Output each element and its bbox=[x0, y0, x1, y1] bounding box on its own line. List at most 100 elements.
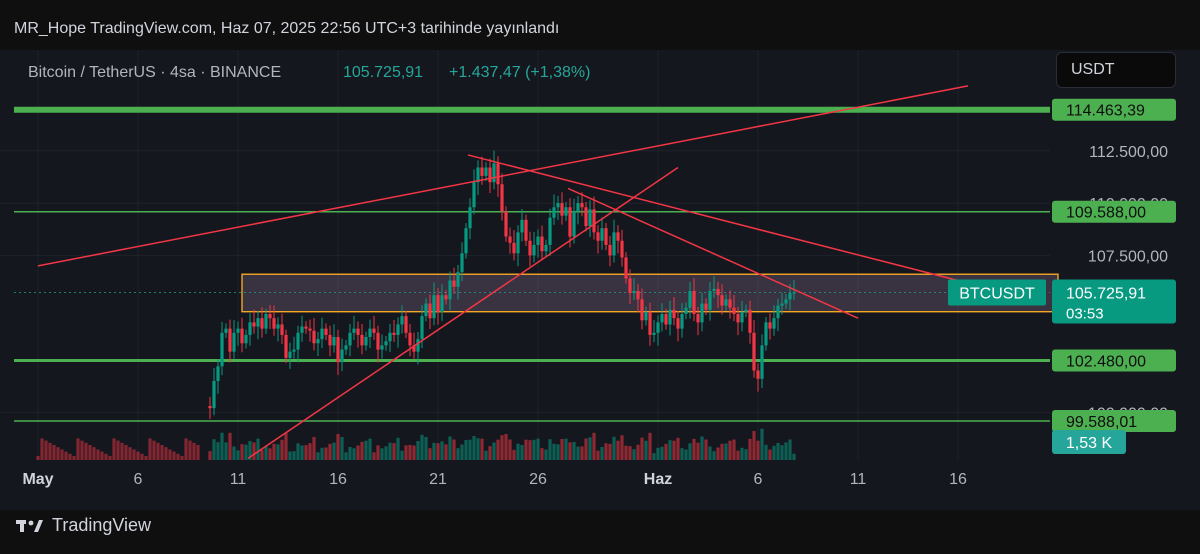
volume-bar bbox=[364, 440, 368, 460]
volume-bar bbox=[416, 441, 420, 460]
volume-bar bbox=[732, 439, 736, 460]
volume-bar bbox=[572, 442, 576, 460]
volume-bar bbox=[60, 449, 64, 460]
candle-body bbox=[656, 322, 660, 333]
candle-body bbox=[456, 272, 460, 287]
candle-body bbox=[500, 184, 504, 212]
volume-bar bbox=[144, 456, 148, 460]
symbol-tag-bg bbox=[948, 279, 1046, 306]
candle-body bbox=[256, 318, 260, 327]
candle-body bbox=[424, 303, 428, 317]
volume-bar bbox=[72, 456, 76, 460]
level-price-label-bg bbox=[1052, 409, 1176, 432]
volume-bar bbox=[160, 445, 164, 460]
candle-body bbox=[584, 207, 588, 227]
volume-bar bbox=[696, 442, 700, 460]
volume-bar bbox=[340, 437, 344, 460]
candle-body bbox=[372, 328, 376, 333]
volume-bar bbox=[136, 451, 140, 460]
volume-bar bbox=[492, 442, 496, 460]
horizontal-levels bbox=[14, 106, 1050, 422]
volume-bar bbox=[64, 451, 68, 460]
volume-bar bbox=[80, 440, 84, 460]
candle-body bbox=[516, 232, 520, 254]
volume-bar bbox=[432, 442, 436, 460]
volume-bar bbox=[540, 448, 544, 460]
candle-body bbox=[596, 232, 600, 241]
candle-body bbox=[240, 328, 244, 344]
candle-body bbox=[560, 203, 564, 216]
volume-bar bbox=[336, 434, 340, 460]
candle-body bbox=[696, 313, 700, 323]
volume-bar bbox=[428, 448, 432, 460]
candle-body bbox=[664, 313, 668, 325]
volume-bar bbox=[152, 440, 156, 460]
volume-bar bbox=[740, 447, 744, 460]
candle-body bbox=[580, 203, 584, 208]
candle-body bbox=[712, 288, 716, 291]
volume-bar bbox=[468, 439, 472, 460]
countdown-label: 03:53 bbox=[1066, 306, 1104, 323]
volume-bar bbox=[120, 442, 124, 460]
candle-body bbox=[316, 339, 320, 344]
volume-bar bbox=[680, 448, 684, 460]
volume-bar bbox=[188, 440, 192, 460]
candle-body bbox=[384, 341, 388, 346]
x-tick-label: 6 bbox=[754, 471, 763, 488]
candle-body bbox=[380, 345, 384, 350]
volume-bar bbox=[168, 449, 172, 460]
volume-bar bbox=[348, 447, 352, 460]
candle-body bbox=[336, 337, 340, 363]
chart-area[interactable]: 112.500,00110.000,00107.500,00100.000,00… bbox=[0, 50, 1200, 510]
volume-bar bbox=[784, 442, 788, 460]
volume-bar bbox=[104, 453, 108, 460]
x-tick-label: 11 bbox=[230, 471, 247, 488]
volume-bar bbox=[328, 443, 332, 460]
volume-bar bbox=[776, 443, 780, 460]
candle-body bbox=[492, 163, 496, 183]
volume-bar bbox=[632, 449, 636, 460]
candle-body bbox=[280, 324, 284, 335]
volume-bar bbox=[580, 446, 584, 460]
volume-bar bbox=[768, 449, 772, 460]
volume-bar bbox=[172, 451, 176, 460]
volume-bar bbox=[316, 452, 320, 460]
volume-bar bbox=[516, 443, 520, 460]
volume-bar bbox=[440, 441, 444, 460]
y-tick-label: 107.500,00 bbox=[1088, 248, 1168, 265]
volume-bar bbox=[672, 440, 676, 460]
x-tick-label: 26 bbox=[529, 471, 547, 488]
volume-bar bbox=[400, 450, 404, 460]
candle-body bbox=[308, 328, 312, 331]
volume-bar bbox=[584, 438, 588, 460]
candle-body bbox=[368, 328, 372, 338]
candle-body bbox=[608, 244, 612, 256]
volume-bar bbox=[236, 450, 240, 460]
candle-body bbox=[232, 332, 236, 352]
volume-bar bbox=[648, 432, 652, 460]
volume-bar bbox=[376, 445, 380, 460]
candle-body bbox=[312, 330, 316, 344]
volume-bar bbox=[656, 447, 660, 460]
volume-bar bbox=[68, 453, 72, 460]
candle-body bbox=[652, 332, 656, 335]
candle-body bbox=[432, 295, 436, 319]
candle-body bbox=[484, 167, 488, 176]
candle-body bbox=[640, 299, 644, 321]
volume-bar bbox=[384, 446, 388, 460]
volume-bar bbox=[312, 437, 316, 460]
candle-body bbox=[292, 349, 296, 352]
volume-bar bbox=[344, 452, 348, 460]
candle-body bbox=[628, 278, 632, 294]
volume-label-bg bbox=[1052, 430, 1126, 454]
candle-body bbox=[760, 345, 764, 379]
volume-bar bbox=[504, 434, 508, 460]
candle-body bbox=[556, 203, 560, 208]
candle-body bbox=[504, 211, 508, 237]
volume-bar bbox=[592, 432, 596, 460]
candle-body bbox=[724, 299, 728, 306]
currency-button[interactable]: USDT bbox=[1056, 52, 1176, 88]
candlestick-chart[interactable]: 112.500,00110.000,00107.500,00100.000,00… bbox=[0, 50, 1200, 510]
x-tick-label: 16 bbox=[949, 471, 967, 488]
tradingview-logo[interactable]: TradingView bbox=[16, 515, 151, 536]
